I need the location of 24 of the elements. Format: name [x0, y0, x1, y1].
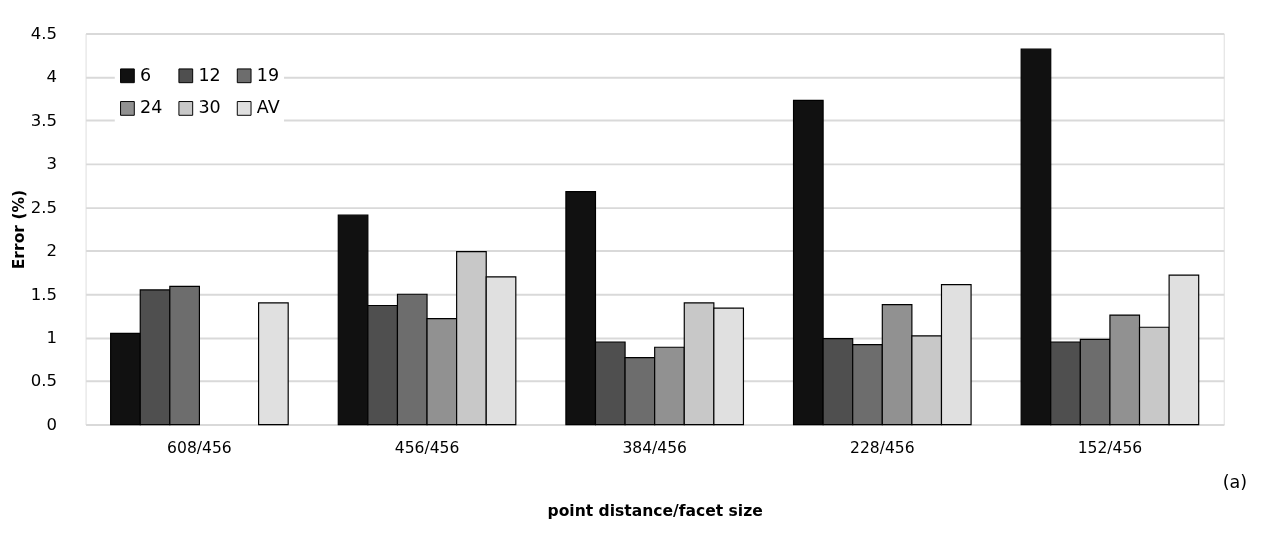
legend-label: AV	[256, 97, 280, 118]
x-axis-title: point distance/facet size	[547, 501, 763, 520]
y-tick-label: 4	[46, 67, 57, 87]
y-tick-label: 3	[46, 154, 57, 174]
x-tick-label: 152/456	[1077, 439, 1143, 458]
legend-label: 30	[198, 97, 221, 118]
y-tick-label: 2.5	[30, 197, 57, 217]
y-tick-label: 0	[46, 414, 57, 434]
x-tick-label: 456/456	[394, 439, 460, 458]
legend-label: 24	[140, 97, 163, 118]
y-axis-title: Error (%)	[9, 189, 28, 270]
legend-label: 12	[198, 64, 221, 85]
x-tick-label: 228/456	[850, 439, 915, 458]
text: (a)	[1222, 471, 1248, 492]
y-tick-label: 1.5	[30, 284, 57, 304]
legend-label: 6	[140, 64, 152, 85]
y-tick-label: 3.5	[30, 110, 57, 130]
x-tick-label: 608/456	[167, 439, 232, 458]
x-tick-label: 384/456	[622, 439, 687, 458]
y-tick-label: 4.5	[30, 23, 57, 43]
legend-label: 19	[256, 64, 280, 85]
y-tick-label: 0.5	[30, 371, 57, 391]
y-tick-label: 1	[46, 328, 57, 348]
y-tick-label: 2	[46, 241, 57, 261]
